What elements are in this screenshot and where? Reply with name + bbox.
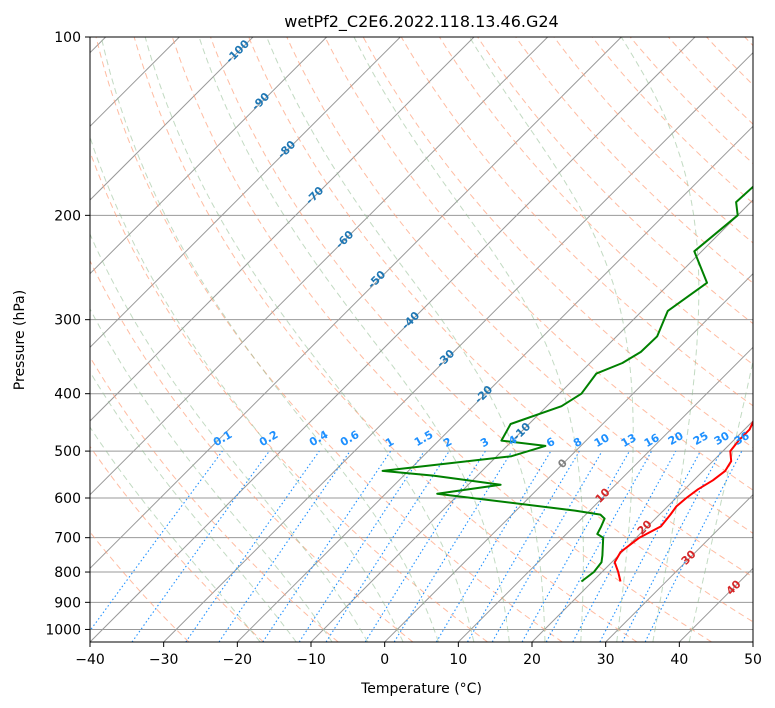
mixing-ratio-line xyxy=(185,450,320,642)
isotherm-line xyxy=(605,493,753,642)
dry-adiabat-line xyxy=(95,37,563,642)
y-tick-label: 400 xyxy=(54,387,81,403)
y-tick-label: 600 xyxy=(54,491,81,507)
dry-adiabat-line xyxy=(477,37,753,325)
dry-adiabat-line xyxy=(591,37,753,204)
isotherm-line xyxy=(457,346,753,642)
x-tick-label: −20 xyxy=(223,652,253,668)
isotherm-line xyxy=(90,37,549,496)
mixing-ratio-line xyxy=(393,450,513,642)
isotherm-line xyxy=(90,37,696,642)
mixing-ratio-line xyxy=(572,450,677,642)
isotherm-line xyxy=(90,37,328,275)
moist-adiabat-line xyxy=(144,37,475,642)
dry-adiabat-line xyxy=(90,150,488,642)
x-tick-label: 40 xyxy=(670,652,688,668)
mixing-ratio-line xyxy=(521,450,630,642)
y-tick-label: 100 xyxy=(54,30,81,46)
dry-adiabat-line xyxy=(90,259,414,642)
isotherm-line xyxy=(531,420,753,642)
mixing-ratio-line xyxy=(131,450,270,642)
dry-adiabat-line xyxy=(629,37,753,165)
dry-adiabat-line xyxy=(362,37,753,449)
dry-adiabat-line xyxy=(286,37,753,534)
dry-adiabat-line xyxy=(553,37,753,244)
moist-adiabat-line xyxy=(90,232,369,642)
data-series xyxy=(381,185,753,583)
moist-adiabat-line xyxy=(266,37,546,642)
chart-title: wetPf2_C2E6.2022.118.13.46.G24 xyxy=(284,12,558,32)
mixing-ratio-line xyxy=(262,450,392,642)
x-tick-label: 30 xyxy=(597,652,615,668)
x-axis-label: Temperature (°C) xyxy=(360,681,482,697)
moist-adiabat-line xyxy=(353,37,584,642)
mixing-ratio-line xyxy=(218,450,351,642)
axis-ticks: −40 −30 −20 −10 0 10 20 30 40 50 100 200 300 400 500 60… xyxy=(45,30,762,668)
moist-adiabat-line xyxy=(90,308,333,642)
y-tick-label: 700 xyxy=(54,531,81,547)
moist-adiabat-line xyxy=(620,37,700,642)
dry-adiabat-line xyxy=(90,445,264,642)
x-tick-label: −30 xyxy=(149,652,179,668)
isotherm-line xyxy=(384,272,753,642)
x-tick-label: 0 xyxy=(380,652,389,668)
isotherm-line xyxy=(163,51,753,642)
dewpoint-profile xyxy=(381,185,753,583)
mixing-ratio-line xyxy=(325,450,450,642)
temperature-profile xyxy=(613,419,753,582)
background-lines xyxy=(90,37,753,642)
moist-adiabat-line xyxy=(90,370,297,642)
y-tick-label: 500 xyxy=(54,444,81,460)
mixing-ratio-line xyxy=(90,450,223,632)
x-tick-label: −40 xyxy=(75,652,105,668)
dry-adiabat-line xyxy=(400,37,753,407)
x-tick-label: 10 xyxy=(449,652,467,668)
dry-adiabat-line xyxy=(248,37,753,578)
dry-adiabat-line xyxy=(133,37,638,642)
mixing-ratio-line xyxy=(298,450,425,642)
moist-adiabat-line xyxy=(100,37,439,642)
moist-adiabat-line xyxy=(198,37,510,642)
moist-adiabat-line xyxy=(90,135,404,642)
y-tick-label: 800 xyxy=(54,565,81,581)
x-tick-label: 20 xyxy=(523,652,541,668)
dry-adiabat-line xyxy=(438,37,753,366)
y-tick-label: 300 xyxy=(54,313,81,329)
plot-frame xyxy=(89,36,754,643)
x-tick-label: −10 xyxy=(296,652,326,668)
isotherm-line xyxy=(90,37,475,422)
y-tick-label: 900 xyxy=(54,595,81,611)
moist-adiabat-line xyxy=(90,426,261,642)
isotherm-line xyxy=(90,37,401,349)
mixing-ratio-line xyxy=(545,450,653,642)
mixing-ratio-line xyxy=(644,450,743,642)
isotherm-line xyxy=(90,37,622,570)
x-tick-label: 50 xyxy=(744,652,762,668)
y-axis-label: Pressure (hPa) xyxy=(12,290,28,390)
moist-adiabat-line xyxy=(688,358,753,642)
isotherm-line xyxy=(236,125,753,642)
y-tick-label: 200 xyxy=(54,208,81,224)
dry-adiabat-line xyxy=(171,37,712,642)
isotherm-line xyxy=(90,37,254,201)
y-tick-label: 1000 xyxy=(45,622,81,638)
